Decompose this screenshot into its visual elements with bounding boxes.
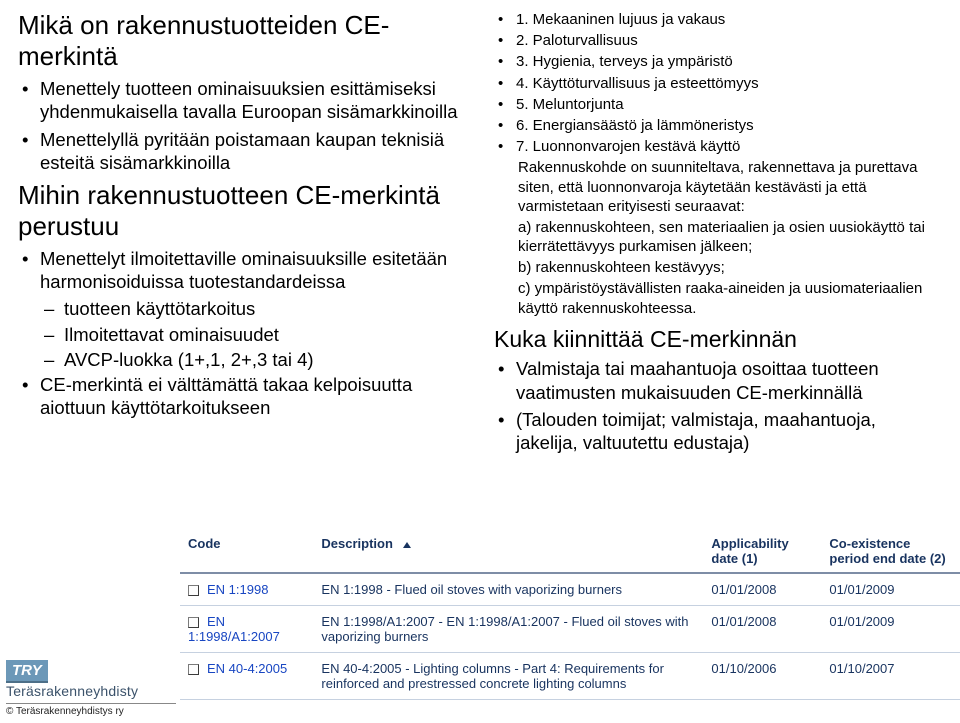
- cell-description: EN 40-4:2005 - Lighting columns - Part 4…: [313, 653, 703, 700]
- list-item: 6. Energiansäästö ja lämmöneristys: [516, 116, 942, 135]
- list-item: AVCP-luokka (1+,1, 2+,3 tai 4): [64, 348, 466, 371]
- heading-basis: Mihin rakennustuotteen CE-merkintä perus…: [18, 180, 466, 241]
- main-two-column: Mikä on rakennustuotteiden CE-merkintä M…: [0, 0, 960, 458]
- table-row: EN 40-4:2005 EN 40-4:2005 - Lighting col…: [180, 653, 960, 700]
- cell-code[interactable]: EN 40-4:2005: [180, 653, 313, 700]
- list-item: Valmistaja tai maahantuoja osoittaa tuot…: [516, 357, 942, 403]
- checkbox-icon[interactable]: [188, 585, 199, 596]
- list-item: Ilmoitettavat ominaisuudet: [64, 323, 466, 346]
- cell-coexistence: 01/10/2007: [821, 653, 960, 700]
- cell-code[interactable]: EN 1:1998/A1:2007: [180, 606, 313, 653]
- cell-coexistence: 01/01/2009: [821, 606, 960, 653]
- list-item: CE-merkintä ei välttämättä takaa kelpois…: [40, 373, 466, 419]
- requirement-7-description: Rakennuskohde on suunniteltava, rakennet…: [494, 158, 942, 216]
- table-row: EN 1:1998 EN 1:1998 - Flued oil stoves w…: [180, 573, 960, 606]
- letter-c: c) ympäristöystävällisten raaka-aineiden…: [494, 279, 942, 317]
- standard-link[interactable]: EN 1:1998: [207, 582, 268, 597]
- right-column: 1. Mekaaninen lujuus ja vakaus 2. Palotu…: [480, 10, 942, 458]
- column-applicability[interactable]: Applicability date (1): [703, 530, 821, 573]
- cell-description: EN 1:1998 - Flued oil stoves with vapori…: [313, 573, 703, 606]
- list-item: Menettelyt ilmoitettaville ominaisuuksil…: [40, 247, 466, 293]
- cell-applicability: 01/01/2008: [703, 606, 821, 653]
- list-item: 5. Meluntorjunta: [516, 95, 942, 114]
- column-code[interactable]: Code: [180, 530, 313, 573]
- list-item: 2. Paloturvallisuus: [516, 31, 942, 50]
- list-who-attaches: Valmistaja tai maahantuoja osoittaa tuot…: [494, 357, 942, 454]
- table-header-row: Code Description Applicability date (1) …: [180, 530, 960, 573]
- copyright-text: © Teräsrakenneyhdistys ry: [6, 703, 176, 717]
- list-item: Menettely tuotteen ominaisuuksien esittä…: [40, 77, 466, 123]
- list-item: 7. Luonnonvarojen kestävä käyttö: [516, 137, 942, 156]
- standards-table-wrap: Code Description Applicability date (1) …: [180, 530, 960, 700]
- table-row: EN 1:1998/A1:2007 EN 1:1998/A1:2007 - EN…: [180, 606, 960, 653]
- list-item: tuotteen käyttötarkoitus: [64, 297, 466, 320]
- numbered-requirements: 1. Mekaaninen lujuus ja vakaus 2. Palotu…: [494, 10, 942, 156]
- list-item: (Talouden toimijat; valmistaja, maahantu…: [516, 408, 942, 454]
- checkbox-icon[interactable]: [188, 617, 199, 628]
- column-description-label: Description: [321, 536, 393, 551]
- list-basis-sub: tuotteen käyttötarkoitus Ilmoitettavat o…: [40, 297, 466, 370]
- standard-link[interactable]: EN 1:1998/A1:2007: [188, 614, 280, 644]
- sort-ascending-icon: [403, 542, 411, 548]
- column-coexistence[interactable]: Co-existence period end date (2): [821, 530, 960, 573]
- list-what-is-ce: Menettely tuotteen ominaisuuksien esittä…: [18, 77, 466, 174]
- list-item: Menettelyllä pyritään poistamaan kaupan …: [40, 128, 466, 174]
- left-column: Mikä on rakennustuotteiden CE-merkintä M…: [18, 10, 480, 458]
- standard-link[interactable]: EN 40-4:2005: [207, 661, 287, 676]
- letter-a: a) rakennuskohteen, sen materiaalien ja …: [494, 218, 942, 256]
- column-description[interactable]: Description: [313, 530, 703, 573]
- standards-table: Code Description Applicability date (1) …: [180, 530, 960, 700]
- list-item: 3. Hygienia, terveys ja ympäristö: [516, 52, 942, 71]
- list-basis: Menettelyt ilmoitettaville ominaisuuksil…: [18, 247, 466, 419]
- checkbox-icon[interactable]: [188, 664, 199, 675]
- heading-who-attaches: Kuka kiinnittää CE-merkinnän: [494, 326, 942, 354]
- cell-coexistence: 01/01/2009: [821, 573, 960, 606]
- cell-description: EN 1:1998/A1:2007 - EN 1:1998/A1:2007 - …: [313, 606, 703, 653]
- logo-wordmark: Teräsrakenneyhdisty: [6, 683, 176, 699]
- cell-applicability: 01/10/2006: [703, 653, 821, 700]
- heading-what-is-ce: Mikä on rakennustuotteiden CE-merkintä: [18, 10, 466, 71]
- cell-applicability: 01/01/2008: [703, 573, 821, 606]
- list-item: 1. Mekaaninen lujuus ja vakaus: [516, 10, 942, 29]
- logo-badge: TRY: [6, 660, 48, 683]
- letter-b: b) rakennuskohteen kestävyys;: [494, 258, 942, 277]
- footer-logo-block: TRY Teräsrakenneyhdisty © Teräsrakenneyh…: [6, 660, 176, 717]
- list-item: 4. Käyttöturvallisuus ja esteettömyys: [516, 74, 942, 93]
- cell-code[interactable]: EN 1:1998: [180, 573, 313, 606]
